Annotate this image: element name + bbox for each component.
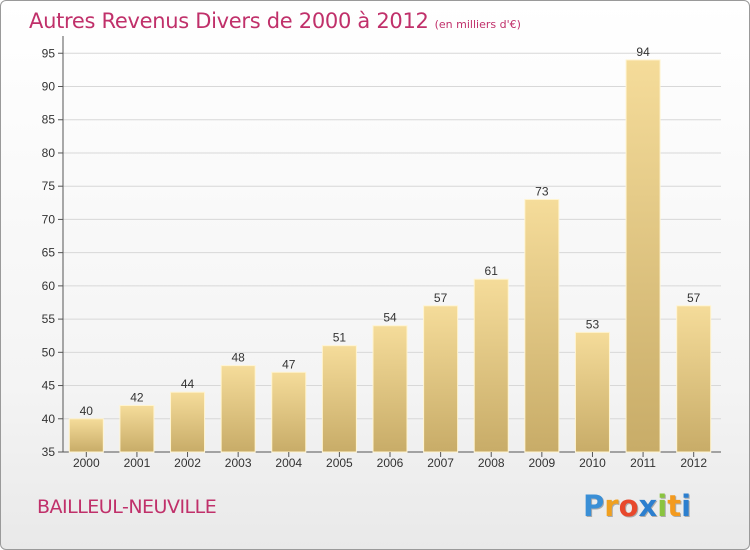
logo-letter: i — [681, 489, 692, 523]
y-tick-label: 35 — [42, 445, 56, 459]
x-tick-label: 2005 — [326, 456, 353, 470]
bar — [524, 198, 560, 453]
x-tick-label: 2012 — [680, 456, 707, 470]
y-tick-label: 60 — [42, 279, 56, 293]
y-tick-label: 50 — [42, 345, 56, 359]
logo-letter: r — [604, 489, 619, 523]
bar-value-label: 94 — [636, 45, 650, 59]
y-tick-label: 45 — [42, 379, 56, 393]
bar — [220, 365, 256, 453]
y-tick-label: 80 — [42, 146, 56, 160]
proxiti-logo: Proxiti — [583, 489, 691, 523]
logo-letter: t — [667, 489, 682, 523]
x-tick-label: 2010 — [579, 456, 606, 470]
bar-value-label: 44 — [181, 377, 195, 391]
chart-title: Autres Revenus Divers de 2000 à 2012 (en … — [29, 9, 521, 33]
bar — [676, 305, 712, 453]
bar — [271, 371, 307, 453]
logo-letter: P — [583, 489, 605, 523]
logo-letter: x — [638, 489, 658, 523]
y-tick-label: 65 — [42, 246, 56, 260]
bar — [473, 278, 509, 453]
chart-title-text: Autres Revenus Divers de 2000 à 2012 — [29, 9, 429, 33]
bar-value-label: 51 — [333, 331, 347, 345]
bar — [423, 305, 459, 453]
bar-value-label: 57 — [434, 291, 448, 305]
bar-value-label: 73 — [535, 184, 549, 198]
bar-value-label: 53 — [586, 317, 600, 331]
y-tick-label: 95 — [42, 46, 56, 60]
y-tick-label: 75 — [42, 179, 56, 193]
bar — [68, 418, 104, 453]
bar-value-label: 61 — [485, 264, 499, 278]
x-tick-label: 2009 — [528, 456, 555, 470]
y-tick-label: 70 — [42, 212, 56, 226]
x-tick-label: 2007 — [427, 456, 454, 470]
y-tick-label: 90 — [42, 80, 56, 94]
bar — [574, 331, 610, 453]
bar-value-label: 57 — [687, 291, 701, 305]
y-tick-label: 55 — [42, 312, 56, 326]
x-tick-label: 2003 — [225, 456, 252, 470]
x-tick-label: 2008 — [478, 456, 505, 470]
bar — [170, 391, 206, 453]
bar-value-label: 48 — [231, 351, 245, 365]
y-tick-label: 40 — [42, 412, 56, 426]
x-tick-label: 2004 — [275, 456, 302, 470]
bar — [625, 59, 661, 453]
x-tick-label: 2000 — [73, 456, 100, 470]
bar-value-label: 42 — [130, 390, 144, 404]
y-tick-label: 85 — [42, 113, 56, 127]
x-tick-label: 2001 — [124, 456, 151, 470]
commune-name: BAILLEUL-NEUVILLE — [37, 496, 217, 518]
bar-value-label: 54 — [383, 311, 397, 325]
bar-value-label: 47 — [282, 357, 296, 371]
chart-subtitle: (en milliers d'€) — [434, 18, 521, 31]
bar-value-label: 40 — [80, 404, 94, 418]
bar — [321, 345, 357, 453]
x-tick-label: 2006 — [377, 456, 404, 470]
bar — [372, 325, 408, 453]
bar — [119, 404, 155, 453]
logo-letter: o — [618, 489, 639, 523]
x-tick-label: 2002 — [174, 456, 201, 470]
x-tick-label: 2011 — [630, 456, 656, 470]
logo-letter: i — [657, 489, 668, 523]
